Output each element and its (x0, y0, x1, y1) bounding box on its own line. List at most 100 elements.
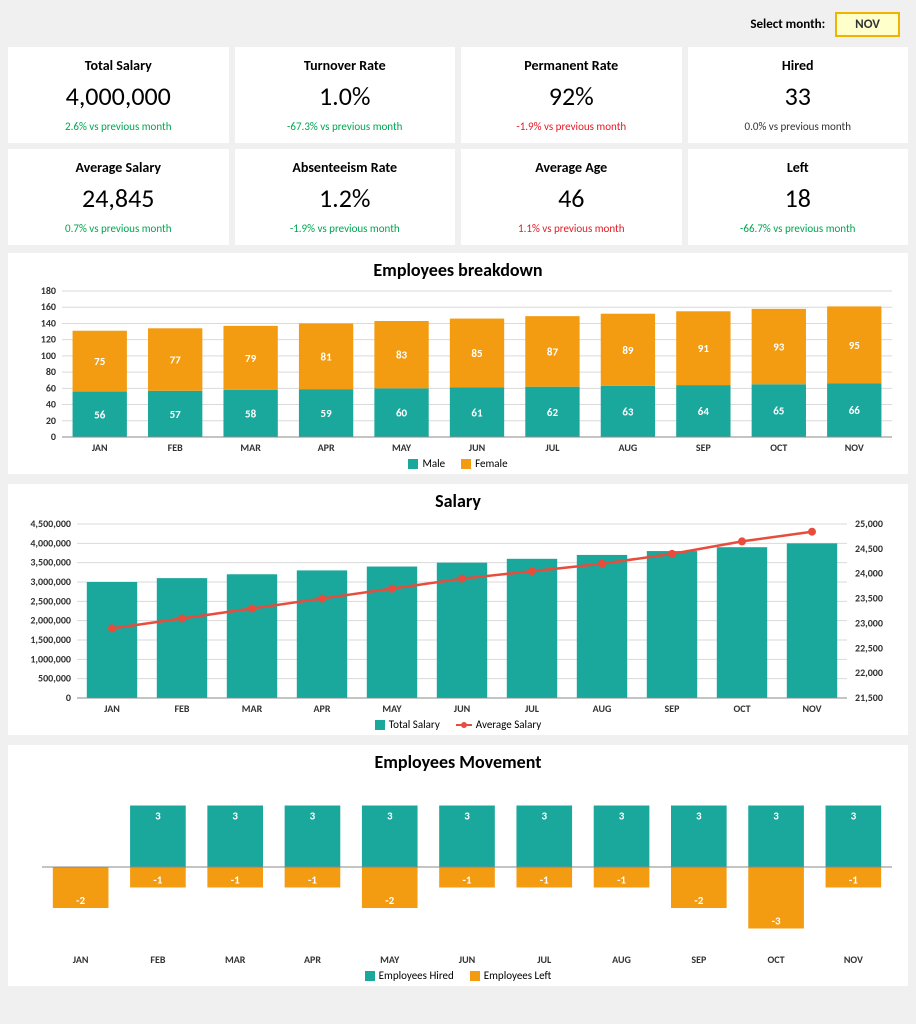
svg-text:3,500,000: 3,500,000 (30, 556, 71, 569)
svg-text:61: 61 (471, 406, 483, 419)
kpi-value: 46 (465, 182, 678, 214)
movement-chart-panel: Employees Movement -2 JAN 3 -1 FEB 3 -1 MAR 3 -1 A… (8, 745, 908, 986)
svg-text:22,500: 22,500 (855, 641, 883, 654)
svg-text:OCT: OCT (770, 441, 787, 454)
kpi-title: Absenteeism Rate (239, 159, 452, 176)
svg-text:-1: -1 (308, 874, 317, 887)
svg-text:3,000,000: 3,000,000 (30, 575, 71, 588)
svg-text:2,500,000: 2,500,000 (30, 594, 71, 607)
svg-text:100: 100 (41, 349, 56, 362)
kpi-value: 92% (465, 80, 678, 112)
svg-text:85: 85 (471, 347, 483, 360)
month-select[interactable]: NOV (835, 12, 900, 37)
svg-text:180: 180 (41, 285, 56, 297)
svg-text:FEB: FEB (150, 953, 165, 966)
svg-text:MAY: MAY (382, 702, 402, 715)
svg-text:-2: -2 (76, 894, 85, 907)
svg-text:1,000,000: 1,000,000 (30, 652, 71, 665)
svg-text:3: 3 (619, 810, 625, 823)
svg-text:60: 60 (46, 381, 56, 394)
svg-text:-1: -1 (153, 874, 162, 887)
kpi-title: Turnover Rate (239, 57, 452, 74)
svg-text:500,000: 500,000 (38, 672, 71, 685)
svg-text:NOV: NOV (802, 702, 821, 715)
kpi-title: Average Salary (12, 159, 225, 176)
kpi-delta: 1.1% vs previous month (465, 222, 678, 235)
svg-text:95: 95 (849, 339, 861, 352)
svg-text:4,000,000: 4,000,000 (30, 536, 71, 549)
movement-title: Employees Movement (12, 751, 904, 773)
kpi-value: 18 (692, 182, 905, 214)
kpi-value: 24,845 (12, 182, 225, 214)
svg-text:-2: -2 (694, 894, 703, 907)
svg-text:1,500,000: 1,500,000 (30, 633, 71, 646)
svg-text:-2: -2 (385, 894, 394, 907)
kpi-delta: -1.9% vs previous month (465, 120, 678, 133)
svg-text:3: 3 (851, 810, 857, 823)
svg-text:3: 3 (232, 810, 238, 823)
svg-text:83: 83 (396, 349, 408, 362)
svg-text:MAR: MAR (242, 702, 263, 715)
legend-item: Male (408, 457, 445, 470)
legend-item: Female (461, 457, 507, 470)
svg-text:NOV: NOV (844, 953, 863, 966)
svg-text:3: 3 (541, 810, 547, 823)
kpi-title: Total Salary (12, 57, 225, 74)
kpi-value: 1.0% (239, 80, 452, 112)
svg-text:20: 20 (46, 414, 56, 427)
svg-text:65: 65 (773, 405, 785, 418)
svg-text:89: 89 (622, 344, 634, 357)
svg-text:JUL: JUL (525, 702, 540, 715)
svg-text:SEP: SEP (665, 702, 681, 715)
svg-text:160: 160 (41, 300, 56, 313)
svg-text:OCT: OCT (768, 953, 785, 966)
svg-text:62: 62 (547, 406, 559, 419)
svg-text:24,000: 24,000 (855, 567, 883, 580)
svg-text:JUN: JUN (454, 702, 470, 715)
svg-text:24,500: 24,500 (855, 542, 883, 555)
kpi-card: Permanent Rate 92% -1.9% vs previous month (461, 47, 682, 143)
svg-text:93: 93 (773, 341, 785, 354)
svg-text:JAN: JAN (104, 702, 120, 715)
svg-text:21,500: 21,500 (855, 691, 883, 704)
kpi-card: Turnover Rate1.0%-67.3% vs previous mont… (235, 47, 456, 143)
salary-title: Salary (12, 490, 904, 512)
svg-text:JAN: JAN (92, 441, 108, 454)
svg-text:APR: APR (318, 441, 335, 454)
svg-text:JAN: JAN (73, 953, 89, 966)
svg-text:AUG: AUG (593, 702, 612, 715)
svg-text:-1: -1 (849, 874, 858, 887)
svg-text:66: 66 (849, 404, 861, 417)
kpi-delta: 0.7% vs previous month (12, 222, 225, 235)
kpi-value: 33 (692, 80, 905, 112)
svg-text:FEB: FEB (168, 441, 183, 454)
svg-text:MAR: MAR (225, 953, 246, 966)
svg-text:3: 3 (773, 810, 779, 823)
svg-text:-1: -1 (231, 874, 240, 887)
svg-text:3: 3 (387, 810, 393, 823)
svg-text:AUG: AUG (612, 953, 631, 966)
kpi-grid: Total Salary4,000,0002.6% vs previous mo… (8, 47, 908, 245)
svg-text:4,500,000: 4,500,000 (30, 517, 71, 530)
svg-text:3: 3 (696, 810, 702, 823)
kpi-card: Absenteeism Rate1.2%-1.9% vs previous mo… (235, 149, 456, 245)
svg-text:FEB: FEB (174, 702, 189, 715)
svg-text:0: 0 (51, 430, 56, 443)
svg-text:40: 40 (46, 398, 56, 411)
svg-text:JUL: JUL (545, 441, 560, 454)
kpi-title: Permanent Rate (465, 57, 678, 74)
svg-text:JUL: JUL (537, 953, 552, 966)
select-month-label: Select month: (750, 17, 825, 32)
svg-text:-1: -1 (617, 874, 626, 887)
svg-text:23,500: 23,500 (855, 592, 883, 605)
kpi-title: Average Age (465, 159, 678, 176)
legend-item: Average Salary (456, 718, 541, 731)
kpi-delta: 2.6% vs previous month (12, 120, 225, 133)
legend-item: Employees Hired (365, 969, 454, 982)
svg-text:JUN: JUN (469, 441, 485, 454)
svg-text:APR: APR (313, 702, 330, 715)
kpi-card: Average Age 46 1.1% vs previous month (461, 149, 682, 245)
svg-text:120: 120 (41, 333, 56, 346)
svg-text:75: 75 (94, 355, 106, 368)
svg-text:SEP: SEP (696, 441, 712, 454)
